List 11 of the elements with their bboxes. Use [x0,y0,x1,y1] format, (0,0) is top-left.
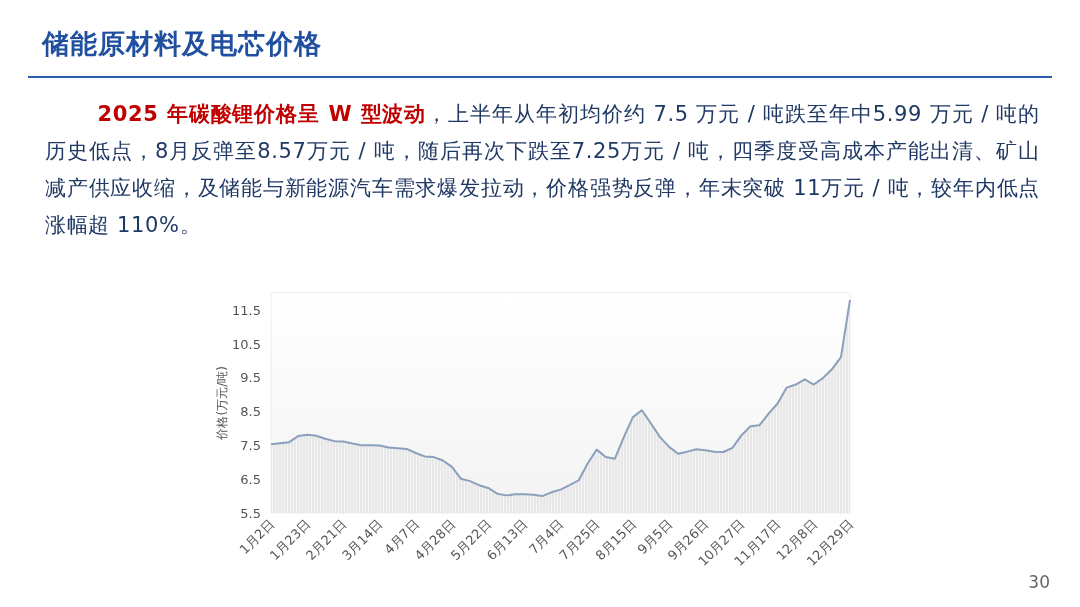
y-tick-label: 8.5 [240,404,261,420]
y-tick-label: 7.5 [240,438,261,454]
y-tick-label: 6.5 [240,472,261,488]
chart-title: 储能原材料及电芯价格 [42,27,322,61]
text: 2025 年碳酸锂价格呈 W 型波动 [97,102,427,126]
y-axis-title: 价格(万元/吨) [215,366,229,441]
y-tick-label: 11.5 [232,302,261,318]
y-tick-label: 9.5 [240,370,261,386]
y-tick-label: 5.5 [240,506,261,521]
text: 30 [1028,572,1050,592]
y-tick-label: 10.5 [232,336,261,352]
